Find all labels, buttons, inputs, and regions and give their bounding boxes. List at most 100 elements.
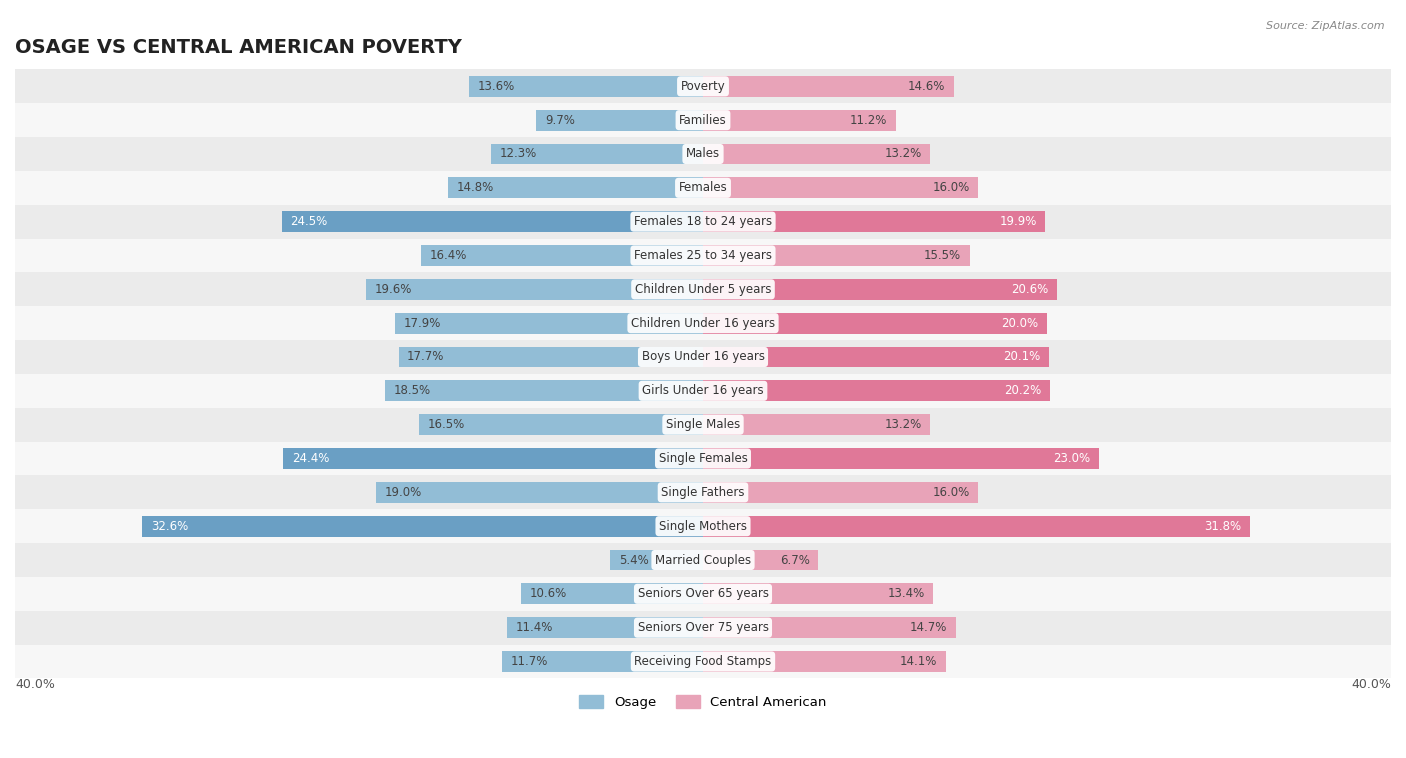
Text: 20.1%: 20.1%	[1002, 350, 1040, 364]
Bar	[703, 617, 956, 638]
Bar	[703, 143, 929, 164]
Text: OSAGE VS CENTRAL AMERICAN POVERTY: OSAGE VS CENTRAL AMERICAN POVERTY	[15, 38, 463, 57]
Text: Children Under 16 years: Children Under 16 years	[631, 317, 775, 330]
Text: 40.0%: 40.0%	[1351, 678, 1391, 691]
Text: 14.8%: 14.8%	[457, 181, 495, 194]
Bar	[703, 279, 1057, 300]
Text: Single Fathers: Single Fathers	[661, 486, 745, 499]
Bar	[703, 482, 979, 503]
Text: Seniors Over 75 years: Seniors Over 75 years	[637, 621, 769, 634]
Bar	[420, 245, 703, 266]
Bar	[492, 143, 703, 164]
Text: Source: ZipAtlas.com: Source: ZipAtlas.com	[1267, 21, 1385, 31]
Bar	[377, 482, 703, 503]
Text: 20.0%: 20.0%	[1001, 317, 1039, 330]
Text: 9.7%: 9.7%	[544, 114, 575, 127]
Bar	[703, 550, 818, 571]
Bar	[449, 177, 703, 199]
Bar	[610, 550, 703, 571]
Bar	[15, 543, 1391, 577]
Text: 6.7%: 6.7%	[780, 553, 810, 566]
Text: 11.4%: 11.4%	[516, 621, 553, 634]
Bar	[15, 171, 1391, 205]
Text: Seniors Over 65 years: Seniors Over 65 years	[637, 587, 769, 600]
Text: 12.3%: 12.3%	[501, 148, 537, 161]
Bar	[15, 442, 1391, 475]
Text: 24.5%: 24.5%	[290, 215, 328, 228]
Bar	[15, 644, 1391, 678]
Text: Families: Families	[679, 114, 727, 127]
Bar	[15, 103, 1391, 137]
Text: 31.8%: 31.8%	[1204, 520, 1241, 533]
Bar	[15, 374, 1391, 408]
Text: Children Under 5 years: Children Under 5 years	[634, 283, 772, 296]
Bar	[15, 509, 1391, 543]
Text: 5.4%: 5.4%	[619, 553, 648, 566]
Bar	[15, 475, 1391, 509]
Bar	[15, 272, 1391, 306]
Text: 17.7%: 17.7%	[408, 350, 444, 364]
Text: 32.6%: 32.6%	[150, 520, 188, 533]
Bar	[703, 584, 934, 604]
Text: 13.2%: 13.2%	[884, 418, 921, 431]
Bar	[703, 448, 1098, 469]
Text: 15.5%: 15.5%	[924, 249, 960, 262]
Text: 11.2%: 11.2%	[849, 114, 887, 127]
Text: 23.0%: 23.0%	[1053, 452, 1090, 465]
Bar	[281, 211, 703, 232]
Bar	[284, 448, 703, 469]
Text: Receiving Food Stamps: Receiving Food Stamps	[634, 655, 772, 668]
Bar	[142, 515, 703, 537]
Bar	[703, 177, 979, 199]
Text: Girls Under 16 years: Girls Under 16 years	[643, 384, 763, 397]
Text: 14.6%: 14.6%	[908, 80, 945, 92]
Text: 19.6%: 19.6%	[374, 283, 412, 296]
Bar	[703, 312, 1047, 334]
Legend: Osage, Central American: Osage, Central American	[574, 690, 832, 715]
Text: 10.6%: 10.6%	[529, 587, 567, 600]
Text: 18.5%: 18.5%	[394, 384, 430, 397]
Text: Single Males: Single Males	[666, 418, 740, 431]
Bar	[502, 651, 703, 672]
Text: Females 18 to 24 years: Females 18 to 24 years	[634, 215, 772, 228]
Bar	[15, 306, 1391, 340]
Bar	[15, 137, 1391, 171]
Text: 16.4%: 16.4%	[429, 249, 467, 262]
Bar	[366, 279, 703, 300]
Text: 17.9%: 17.9%	[404, 317, 441, 330]
Bar	[395, 312, 703, 334]
Text: 11.7%: 11.7%	[510, 655, 548, 668]
Text: 24.4%: 24.4%	[292, 452, 329, 465]
Bar	[703, 110, 896, 130]
Bar	[703, 414, 929, 435]
Bar	[15, 611, 1391, 644]
Bar	[15, 239, 1391, 272]
Bar	[520, 584, 703, 604]
Text: 20.2%: 20.2%	[1005, 384, 1042, 397]
Bar	[703, 515, 1250, 537]
Text: 40.0%: 40.0%	[15, 678, 55, 691]
Text: Single Mothers: Single Mothers	[659, 520, 747, 533]
Bar	[703, 346, 1049, 368]
Text: Married Couples: Married Couples	[655, 553, 751, 566]
Text: Poverty: Poverty	[681, 80, 725, 92]
Bar	[703, 211, 1045, 232]
Bar	[385, 381, 703, 401]
Text: 19.9%: 19.9%	[1000, 215, 1036, 228]
Text: Males: Males	[686, 148, 720, 161]
Text: 20.6%: 20.6%	[1011, 283, 1049, 296]
Bar	[15, 577, 1391, 611]
Text: Females 25 to 34 years: Females 25 to 34 years	[634, 249, 772, 262]
Bar	[15, 408, 1391, 442]
Bar	[470, 76, 703, 97]
Text: Females: Females	[679, 181, 727, 194]
Bar	[703, 381, 1050, 401]
Text: 16.0%: 16.0%	[932, 181, 970, 194]
Bar	[15, 205, 1391, 239]
Text: 14.1%: 14.1%	[900, 655, 936, 668]
Text: Single Females: Single Females	[658, 452, 748, 465]
Bar	[536, 110, 703, 130]
Text: 13.6%: 13.6%	[478, 80, 515, 92]
Bar	[703, 245, 970, 266]
Text: 14.7%: 14.7%	[910, 621, 948, 634]
